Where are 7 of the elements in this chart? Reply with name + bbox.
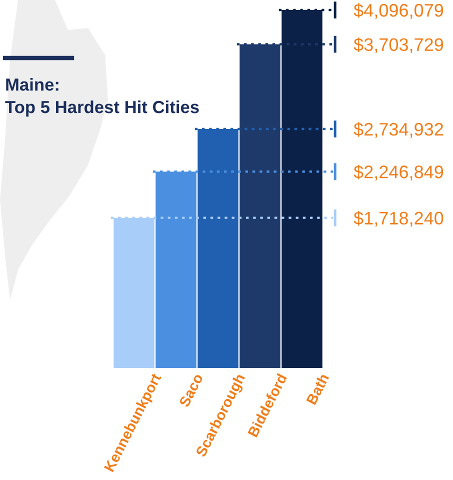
y-tick-label: $2,246,849 [354,164,444,180]
y-tick-label: $4,096,079 [354,3,444,19]
y-tick-label: $2,734,932 [354,122,444,138]
y-tick-label: $1,718,240 [354,211,444,227]
text: Maine: Top 5 Hardest Hit Cities [5,78,199,117]
y-tick-label: $3,703,729 [354,37,444,54]
x-tick-label: Bath [306,372,330,406]
